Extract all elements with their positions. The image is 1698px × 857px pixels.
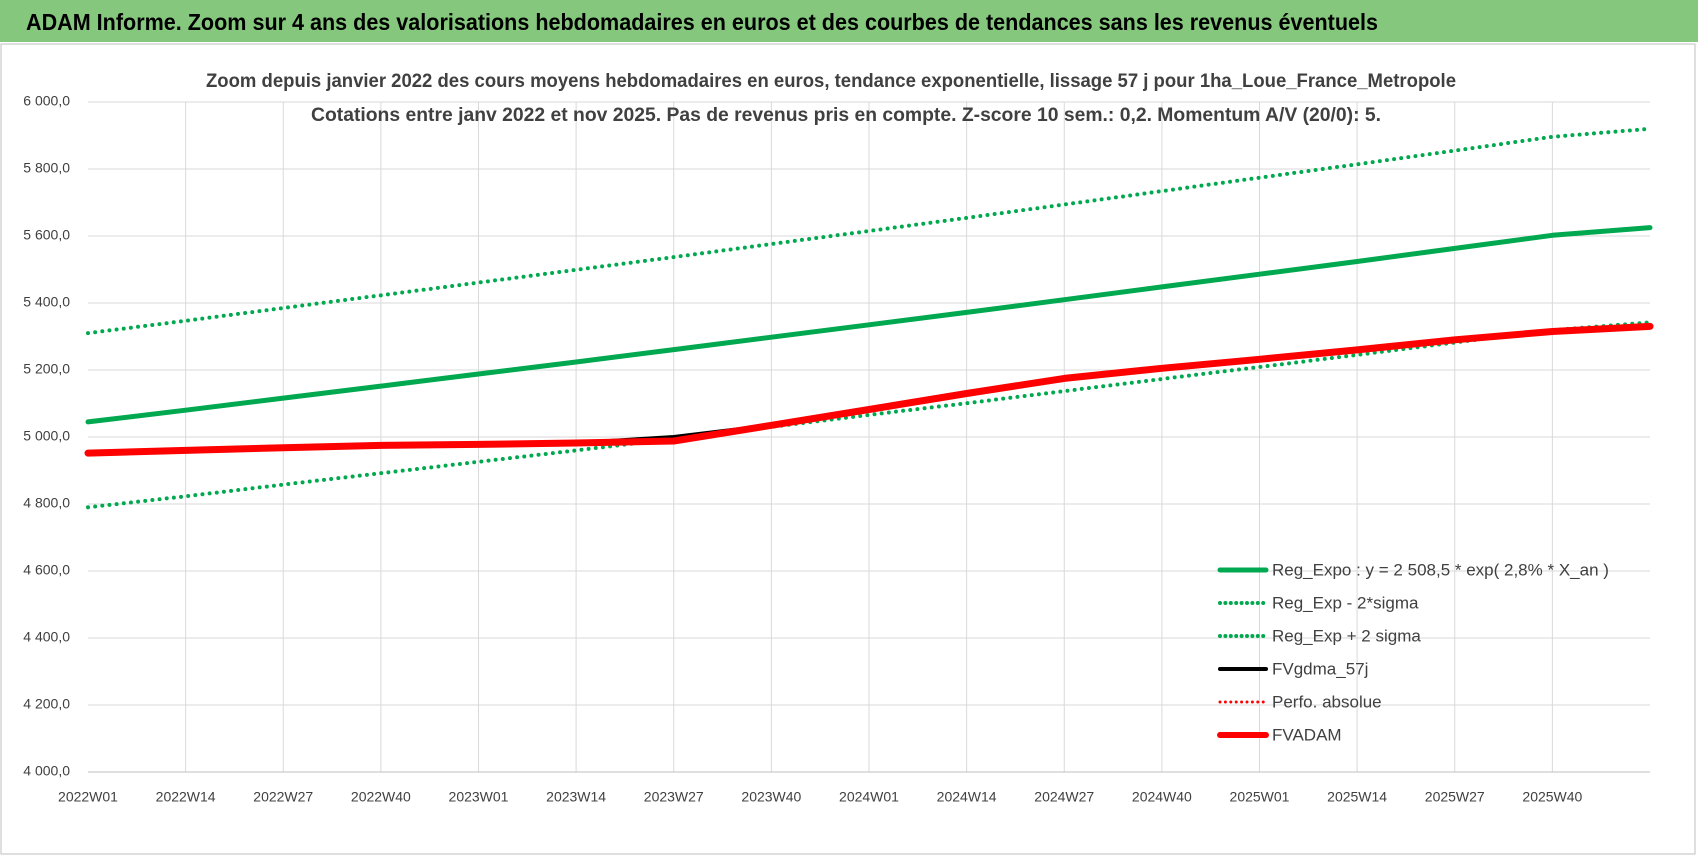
chart-title: Zoom depuis janvier 2022 des cours moyen… [206,71,1456,92]
y-tick-label: 4 000,0 [23,763,70,779]
y-tick-label: 5 000,0 [23,428,70,444]
legend-label: Reg_Exp + 2 sigma [1272,626,1421,645]
x-tick-label: 2024W27 [1034,789,1094,805]
x-tick-label: 2023W27 [644,789,704,805]
y-tick-label: 5 600,0 [23,227,70,243]
x-tick-label: 2025W40 [1522,789,1582,805]
x-tick-label: 2022W14 [156,789,216,805]
series-line [85,225,1653,425]
legend-label: Perfo. absolue [1272,692,1382,711]
y-tick-label: 4 400,0 [23,629,70,645]
y-tick-label: 4 200,0 [23,696,70,712]
x-tick-label: 2023W14 [546,789,606,805]
legend-label: FVADAM [1272,725,1342,744]
y-tick-label: 4 600,0 [23,562,70,578]
y-tick-label: 6 000,0 [23,93,70,109]
x-tick-label: 2024W01 [839,789,899,805]
x-tick-label: 2022W01 [58,789,118,805]
x-tick-label: 2025W01 [1230,789,1290,805]
y-tick-label: 5 200,0 [23,361,70,377]
legend-label: Reg_Exp - 2*sigma [1272,593,1419,612]
x-tick-label: 2022W27 [253,789,313,805]
header-bar [0,0,1698,42]
x-tick-label: 2023W40 [741,789,801,805]
x-tick-label: 2022W40 [351,789,411,805]
chart-subtitle: Cotations entre janv 2022 et nov 2025. P… [311,105,1381,126]
legend-label: Reg_Expo : y = 2 508,5 * exp( 2,8% * X_a… [1272,560,1609,579]
y-tick-label: 5 400,0 [23,294,70,310]
x-tick-label: 2024W40 [1132,789,1192,805]
x-tick-label: 2024W14 [937,789,997,805]
y-tick-label: 5 800,0 [23,160,70,176]
legend-label: FVgdma_57j [1272,659,1368,678]
x-tick-label: 2023W01 [449,789,509,805]
y-tick-label: 4 800,0 [23,495,70,511]
x-tick-label: 2025W27 [1425,789,1485,805]
series-line [86,320,1652,510]
chart-border [0,43,1696,855]
x-tick-label: 2025W14 [1327,789,1387,805]
series-line [84,322,1654,457]
plot-area: 4 000,0 4 200,0 4 400,0 4 600,0 4 800,0 5 000… [23,93,1654,805]
header-title: ADAM Informe. Zoom sur 4 ans des valoris… [26,9,1378,35]
